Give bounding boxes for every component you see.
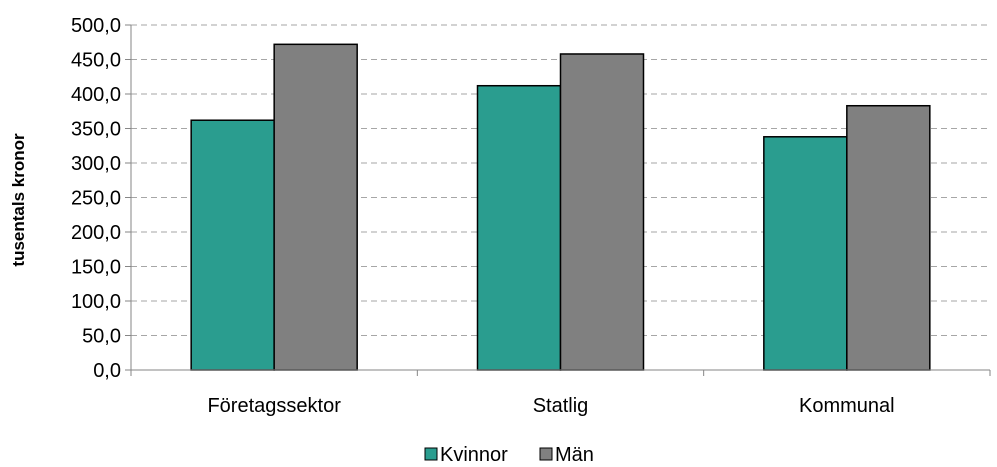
bars	[190, 43, 931, 371]
legend-swatch	[424, 447, 438, 461]
y-tick-label: 200,0	[71, 222, 121, 244]
y-axis-label: tusentals kronor	[9, 133, 28, 267]
y-tick-label: 150,0	[71, 257, 121, 279]
y-tick-label: 400,0	[71, 84, 121, 106]
y-tick-label: 0,0	[93, 360, 121, 382]
legend-swatch	[539, 447, 553, 461]
legend-label: Män	[555, 444, 594, 466]
legend-label: Kvinnor	[440, 444, 508, 466]
x-tick-label: Statlig	[533, 395, 589, 417]
bar-m-n	[559, 53, 645, 371]
y-tick-label: 300,0	[71, 153, 121, 175]
legend: Kvinnor Män	[424, 444, 594, 466]
bar-kvinnor	[476, 84, 562, 371]
x-tick-label: Kommunal	[799, 395, 895, 417]
y-tick-label: 250,0	[71, 188, 121, 210]
y-tick-label: 100,0	[71, 291, 121, 313]
bar-kvinnor	[190, 119, 275, 371]
y-tick-label: 500,0	[71, 15, 121, 37]
bar-m-n	[273, 43, 358, 371]
bar-m-n	[846, 104, 931, 371]
y-tick-label: 50,0	[82, 326, 121, 348]
x-axis: Företagssektor Statlig Kommunal	[130, 369, 991, 417]
bar-kvinnor	[763, 136, 848, 371]
y-tick-label: 450,0	[71, 50, 121, 72]
x-tick-label: Företagssektor	[207, 395, 341, 417]
y-tick-label: 350,0	[71, 119, 121, 141]
y-axis: 0,0 50,0 100,0 150,0 200,0 250,0 300,0 350,0 400…	[71, 15, 132, 382]
